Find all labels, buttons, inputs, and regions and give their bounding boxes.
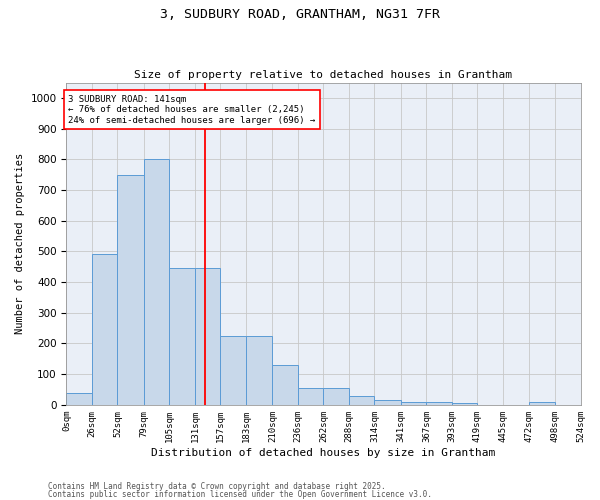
Text: Contains public sector information licensed under the Open Government Licence v3: Contains public sector information licen… — [48, 490, 432, 499]
Bar — [246, 336, 272, 405]
Text: Contains HM Land Registry data © Crown copyright and database right 2025.: Contains HM Land Registry data © Crown c… — [48, 482, 386, 491]
Y-axis label: Number of detached properties: Number of detached properties — [15, 153, 25, 334]
Bar — [195, 268, 220, 405]
Bar — [92, 254, 118, 405]
Bar — [118, 174, 144, 405]
Bar — [452, 404, 478, 405]
Bar — [529, 402, 555, 405]
Bar — [349, 396, 374, 405]
Bar — [169, 268, 195, 405]
X-axis label: Distribution of detached houses by size in Grantham: Distribution of detached houses by size … — [151, 448, 496, 458]
Bar — [401, 402, 427, 405]
Title: Size of property relative to detached houses in Grantham: Size of property relative to detached ho… — [134, 70, 512, 81]
Bar — [323, 388, 349, 405]
Bar — [220, 336, 246, 405]
Bar — [427, 402, 452, 405]
Bar — [67, 392, 92, 405]
Text: 3 SUDBURY ROAD: 141sqm
← 76% of detached houses are smaller (2,245)
24% of semi-: 3 SUDBURY ROAD: 141sqm ← 76% of detached… — [68, 95, 316, 124]
Bar — [272, 365, 298, 405]
Bar — [144, 160, 169, 405]
Text: 3, SUDBURY ROAD, GRANTHAM, NG31 7FR: 3, SUDBURY ROAD, GRANTHAM, NG31 7FR — [160, 8, 440, 20]
Bar — [374, 400, 401, 405]
Bar — [298, 388, 323, 405]
